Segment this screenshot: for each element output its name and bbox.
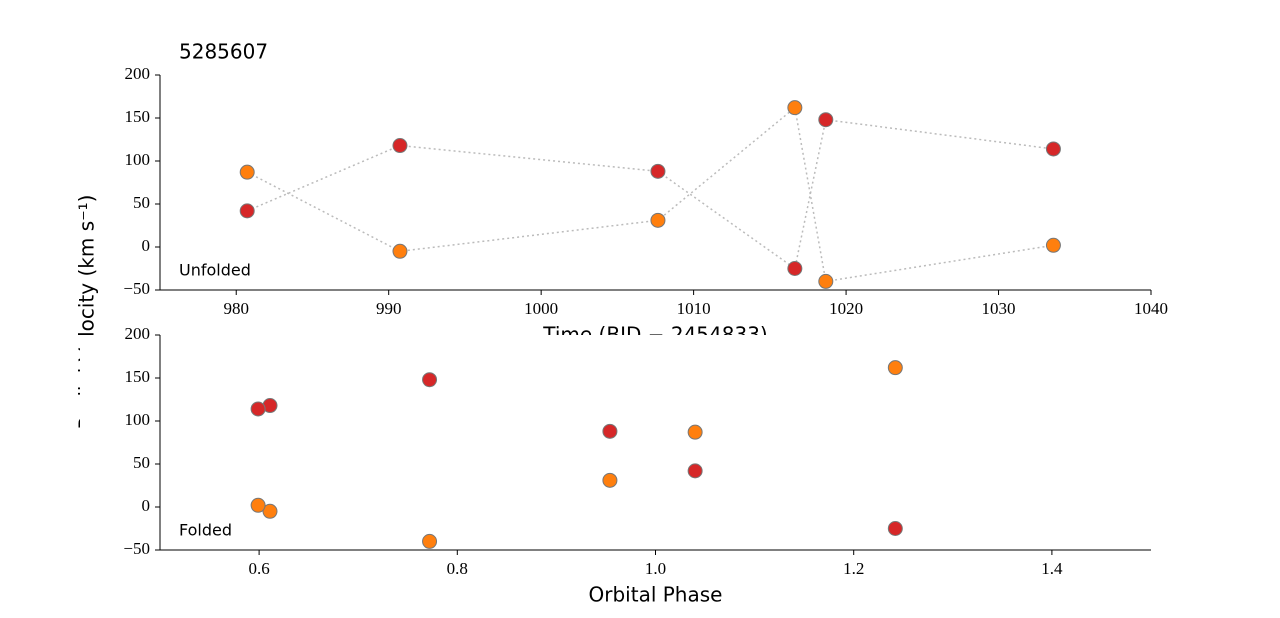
- panel-annotation: Unfolded: [179, 261, 251, 280]
- x-tick-label: 1.0: [645, 559, 666, 578]
- connector-line: [246, 106, 1054, 283]
- data-point: [787, 261, 803, 276]
- data-point: [818, 273, 834, 289]
- data-point: [262, 503, 278, 519]
- data-point: [239, 203, 255, 219]
- chart-title: 5285607: [179, 40, 268, 64]
- y-tick-label: −50: [123, 539, 150, 558]
- y-tick-label: 0: [142, 236, 151, 255]
- data-point: [250, 497, 266, 513]
- data-point: [392, 138, 408, 154]
- y-tick-label: 150: [125, 107, 151, 126]
- panel-annotation: Folded: [179, 521, 232, 540]
- x-tick-label: 980: [223, 299, 249, 318]
- y-tick-label: 150: [125, 367, 151, 386]
- x-tick-label: 990: [376, 299, 402, 318]
- x-tick-label: 0.6: [248, 559, 269, 578]
- data-point: [239, 164, 255, 180]
- x-tick-label: 1040: [1134, 299, 1168, 318]
- x-tick-label: 1.4: [1041, 559, 1063, 578]
- data-point: [602, 423, 618, 439]
- data-point: [650, 163, 666, 179]
- x-tick-label: 1030: [982, 299, 1016, 318]
- x-tick-label: 1.2: [843, 559, 864, 578]
- data-point: [1045, 237, 1061, 253]
- data-point: [787, 100, 803, 116]
- y-tick-label: 100: [125, 410, 151, 429]
- data-point: [687, 463, 703, 479]
- data-point: [422, 372, 438, 388]
- y-tick-label: −50: [123, 279, 150, 298]
- y-tick-label: 200: [125, 64, 151, 83]
- data-point: [422, 533, 438, 549]
- y-tick-label: 100: [125, 150, 151, 169]
- data-point: [1045, 141, 1061, 157]
- data-point: [650, 212, 666, 228]
- data-point: [887, 521, 903, 536]
- y-tick-label: 50: [133, 193, 150, 212]
- x-tick-label: 0.8: [447, 559, 468, 578]
- axes-background: [80, 335, 1171, 550]
- data-point: [818, 112, 834, 128]
- y-tick-label: 50: [133, 453, 150, 472]
- connector-line: [246, 118, 1054, 270]
- x-axis-label: Orbital Phase: [589, 583, 723, 607]
- y-tick-label: 200: [125, 324, 151, 343]
- x-tick-label: 1010: [677, 299, 711, 318]
- x-tick-label: 1020: [829, 299, 863, 318]
- data-point: [250, 401, 266, 417]
- data-point: [392, 243, 408, 259]
- data-point: [602, 472, 618, 488]
- data-point: [887, 360, 903, 376]
- data-point: [687, 424, 703, 440]
- y-tick-label: 0: [142, 496, 151, 515]
- x-tick-label: 1000: [524, 299, 558, 318]
